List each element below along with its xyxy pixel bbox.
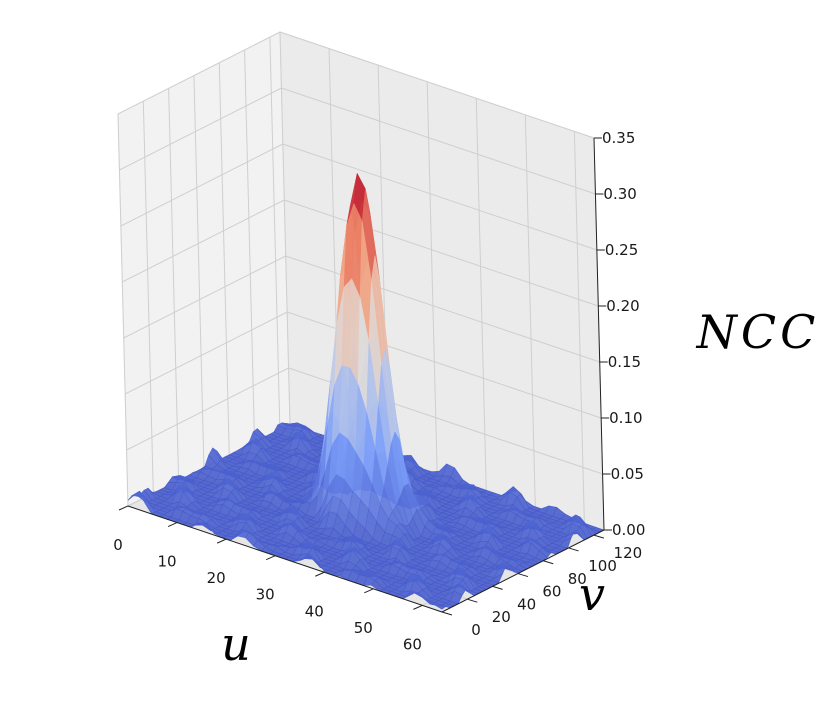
v-tick-mark (467, 598, 478, 603)
grid-line-v-left (142, 101, 154, 494)
u-tick-label: 40 (305, 602, 324, 620)
y-axis-label: v (579, 567, 605, 621)
u-tick-mark (413, 604, 423, 610)
grid-line-z-left (126, 367, 289, 451)
grid-line-u-back (573, 131, 585, 524)
grid-line-u-back (475, 98, 487, 491)
u-tick-label: 0 (113, 536, 123, 554)
x-axis-label: u (221, 617, 251, 671)
v-tick-mark (517, 573, 529, 578)
v-tick-label: 60 (542, 583, 561, 601)
z-axis-line (593, 137, 605, 531)
grid-line-z-back (284, 199, 599, 307)
v-tick-label: 40 (517, 595, 536, 613)
grid-line-z-left (119, 87, 282, 171)
grid-line-u-back (524, 114, 536, 507)
u-tick-mark (315, 571, 325, 577)
grid-line-z-left (120, 143, 284, 227)
v-tick-label: 20 (492, 608, 511, 626)
u-tick-label: 10 (158, 553, 177, 571)
v-tick-mark (441, 611, 453, 616)
ncc-surface (127, 172, 605, 610)
u-tick-label: 50 (354, 619, 373, 637)
z-tick-label: 0.15 (608, 353, 641, 371)
v-tick-mark (492, 585, 503, 590)
z-tick-label: 0.10 (609, 409, 642, 427)
grid-line-z-left (122, 199, 285, 283)
v-tick-mark (593, 534, 605, 539)
grid-line-v-left (168, 88, 180, 481)
v-tick-label: 120 (614, 544, 643, 562)
z-tick-label: 0.00 (612, 521, 645, 539)
u-tick-label: 30 (256, 586, 275, 604)
grid-line-v-left (218, 62, 230, 455)
v-tick-label: 100 (588, 557, 617, 575)
u-tick-mark (364, 588, 374, 594)
surface-facet (433, 604, 447, 610)
u-tick-mark (167, 522, 178, 528)
v-tick-mark (568, 547, 579, 552)
v-tick-label: 0 (471, 621, 481, 639)
v-axis-line (441, 529, 605, 613)
z-axis-label: NCC (696, 305, 820, 359)
z-tick-label: 0.25 (605, 241, 638, 259)
grid-line-z-back (281, 87, 596, 195)
grid-line-u-back (426, 81, 438, 474)
grid-line-z-back (282, 143, 598, 251)
v-tick-label: 80 (568, 570, 587, 588)
grid-line-v-left (269, 37, 281, 430)
grid-line-v-left (244, 49, 256, 442)
grid-line-v-left (193, 75, 205, 468)
grid-line-z-left (123, 255, 286, 339)
z-tick-label: 0.30 (603, 185, 636, 203)
z-tick-label: 0.35 (602, 129, 635, 147)
v-tick-mark (543, 560, 554, 565)
u-tick-mark (216, 538, 227, 544)
grid-line-v-left (117, 113, 129, 507)
u-tick-mark (265, 555, 276, 561)
grid-line-z-left (124, 311, 288, 395)
u-tick-mark (118, 505, 129, 511)
z-tick-label: 0.05 (611, 465, 644, 483)
z-tick-label: 0.20 (606, 297, 639, 315)
u-tick-label: 20 (207, 569, 226, 587)
u-axis-line (127, 505, 443, 613)
grid-line-z-back (285, 255, 600, 363)
axis-lines (118, 137, 612, 616)
grid-line-u-back (279, 31, 291, 425)
grid-line-z-back (279, 31, 595, 139)
grid-line-z-left (117, 31, 281, 115)
u-tick-label: 60 (403, 635, 422, 653)
